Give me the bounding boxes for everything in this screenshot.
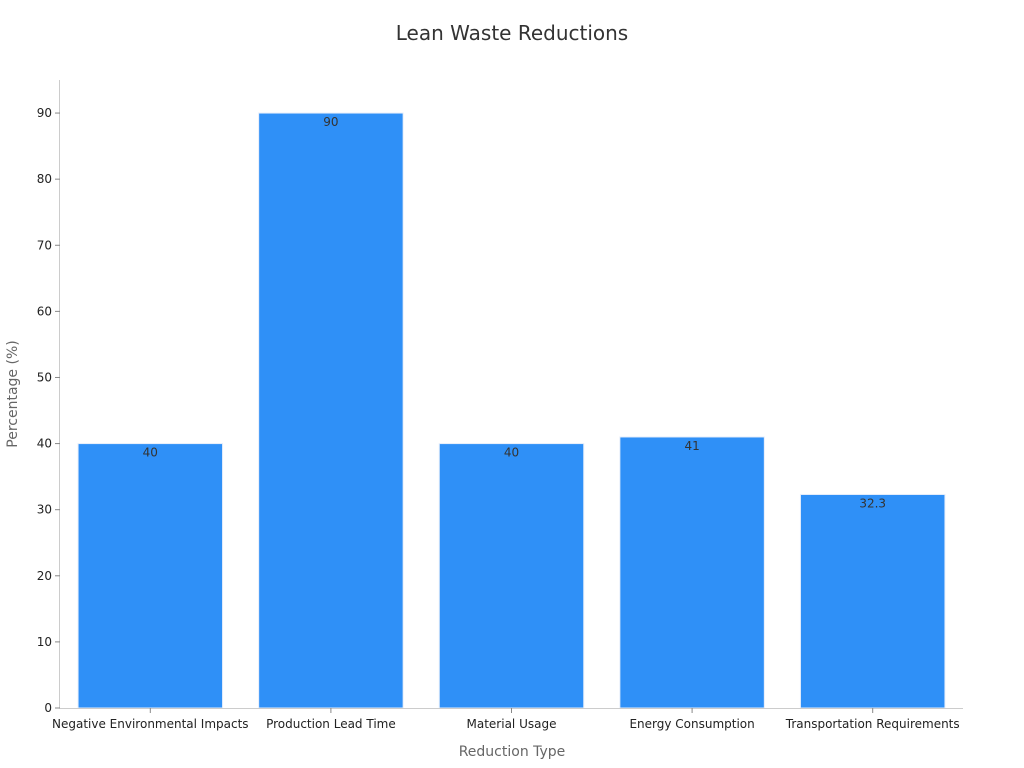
y-axis-title: Percentage (%) <box>5 340 21 447</box>
bar <box>438 443 585 709</box>
x-tick-label: Production Lead Time <box>266 717 396 731</box>
data-label: 41 <box>684 439 699 453</box>
y-tick-label: 90 <box>37 106 52 120</box>
x-tick-label: Material Usage <box>467 717 557 731</box>
y-tick-label: 50 <box>37 370 52 384</box>
y-tick-label: 60 <box>37 304 52 318</box>
y-tick-label: 0 <box>44 701 52 715</box>
y-tick-label: 80 <box>37 172 52 186</box>
bar <box>258 112 404 709</box>
y-tick-label: 30 <box>37 503 52 517</box>
x-tick-label: Energy Consumption <box>629 717 754 731</box>
y-tick-label: 40 <box>37 437 52 451</box>
bar <box>77 443 224 709</box>
bar <box>619 436 765 709</box>
data-label: 32.3 <box>859 496 886 510</box>
x-axis-title: Reduction Type <box>459 744 566 760</box>
x-tick-label: Negative Environmental Impacts <box>52 717 249 731</box>
x-axis-ticks: Negative Environmental Impacts Production… <box>52 708 960 731</box>
bar <box>799 493 946 709</box>
data-label: 90 <box>323 115 338 129</box>
bars-group <box>77 112 946 709</box>
y-tick-label: 20 <box>37 569 52 583</box>
data-label: 40 <box>143 446 158 460</box>
data-labels-group: 40 90 40 41 32.3 <box>143 115 886 510</box>
chart-title: Lean Waste Reductions <box>396 21 628 45</box>
x-tick-label: Transportation Requirements <box>785 717 960 731</box>
data-label: 40 <box>504 446 519 460</box>
y-axis-ticks: 0 10 20 30 40 50 60 70 80 90 <box>37 106 60 715</box>
y-tick-label: 70 <box>37 238 52 252</box>
y-tick-label: 10 <box>37 635 52 649</box>
